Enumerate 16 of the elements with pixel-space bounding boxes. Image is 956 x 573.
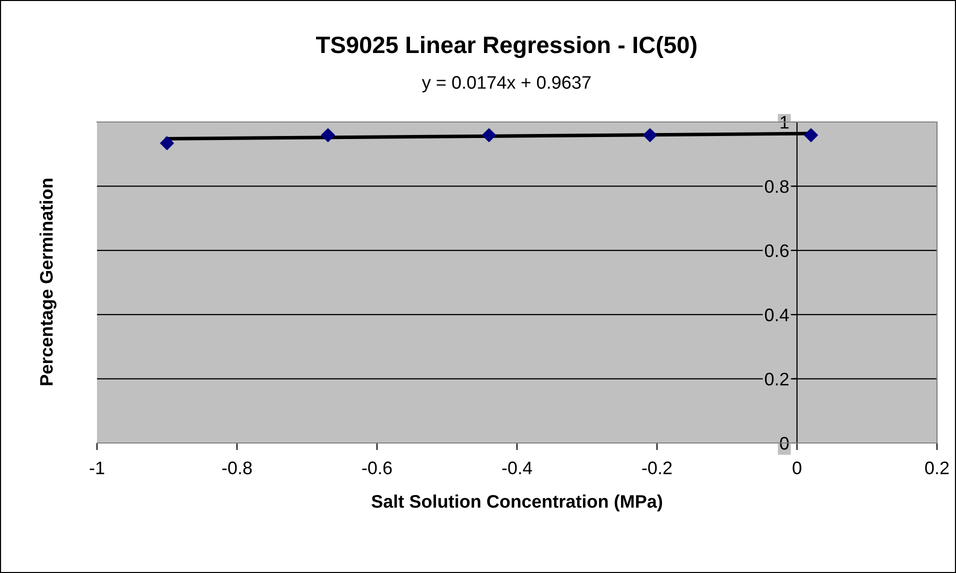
y-tick-label: 1 — [780, 116, 788, 129]
x-tick-label: 0.2 — [925, 462, 949, 474]
y-tick-label: 0.2 — [764, 372, 788, 386]
x-tick-label: -0.8 — [222, 462, 252, 474]
x-tick-label: 0 — [792, 462, 802, 474]
y-tick-label: 0.8 — [764, 180, 789, 193]
y-tick-label: 0.4 — [764, 308, 789, 322]
chart-title: TS9025 Linear Regression - IC(50) — [316, 36, 696, 58]
x-tick-label: -0.6 — [362, 462, 392, 474]
x-axis-title: Salt Solution Concentration (MPa) — [372, 494, 662, 512]
y-axis-title: Percentage Germination — [40, 178, 56, 386]
x-tick-label: -0.4 — [502, 462, 532, 474]
x-tick-label: -1 — [90, 462, 104, 474]
y-tick-label: 0.6 — [764, 244, 789, 258]
chart-subtitle: y = 0.0174x + 0.9637 — [422, 76, 591, 92]
x-tick-label: -0.2 — [642, 462, 672, 474]
